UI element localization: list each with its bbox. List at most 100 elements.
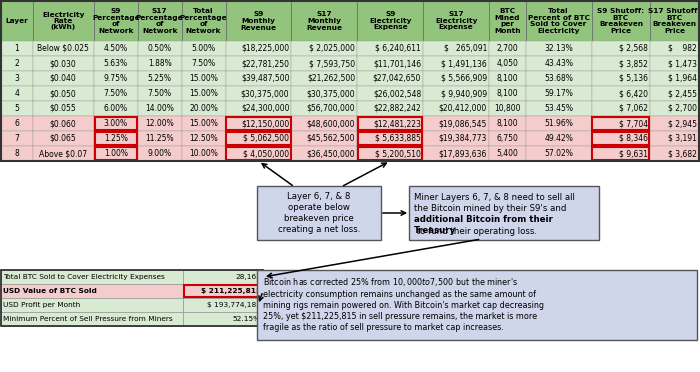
Bar	[357, 1, 424, 41]
Bar	[424, 86, 489, 101]
Bar	[1, 41, 33, 56]
Text: $11,701,146: $11,701,146	[373, 59, 421, 68]
Bar	[181, 146, 225, 161]
Text: $12,481,223: $12,481,223	[373, 119, 421, 128]
Text: 14.00%: 14.00%	[145, 104, 174, 113]
Text: $ 211,225,815: $ 211,225,815	[201, 288, 261, 294]
Bar	[650, 86, 699, 101]
Text: S9
Monthly
Revenue: S9 Monthly Revenue	[241, 12, 276, 31]
Bar	[489, 41, 526, 56]
Bar	[94, 41, 138, 56]
Bar	[225, 131, 291, 146]
Bar	[94, 116, 138, 131]
Bar	[183, 284, 263, 298]
Bar	[489, 146, 526, 161]
Bar	[33, 1, 94, 41]
Text: Layer: Layer	[6, 18, 28, 24]
Bar	[424, 71, 489, 86]
Text: $24,300,000: $24,300,000	[241, 104, 289, 113]
Bar	[357, 71, 424, 86]
FancyBboxPatch shape	[409, 186, 599, 240]
Text: $19,086,545: $19,086,545	[439, 119, 487, 128]
Text: $0.060: $0.060	[50, 119, 76, 128]
Bar	[526, 56, 592, 71]
Bar	[357, 131, 424, 146]
Bar	[424, 146, 489, 161]
Bar	[291, 86, 357, 101]
Bar	[489, 131, 526, 146]
Bar	[592, 101, 650, 116]
Bar	[94, 86, 138, 101]
Bar	[357, 41, 424, 56]
Bar	[181, 1, 225, 41]
Bar	[138, 1, 181, 41]
Bar	[225, 146, 291, 161]
Bar	[138, 41, 181, 56]
Text: S17
Monthly
Revenue: S17 Monthly Revenue	[307, 12, 342, 31]
Bar	[226, 132, 290, 145]
Text: $    982: $ 982	[668, 44, 697, 53]
Bar	[181, 101, 225, 116]
Bar	[424, 56, 489, 71]
Text: $0.030: $0.030	[50, 59, 76, 68]
Bar	[357, 101, 424, 116]
Text: 3: 3	[15, 74, 20, 83]
Text: S9 Shutoff:
BTC
Breakeven
Price: S9 Shutoff: BTC Breakeven Price	[597, 8, 645, 34]
Text: 1.88%: 1.88%	[148, 59, 172, 68]
Text: 10.00%: 10.00%	[189, 149, 218, 158]
FancyBboxPatch shape	[257, 270, 697, 340]
Bar	[225, 71, 291, 86]
Text: $22,882,242: $22,882,242	[374, 104, 421, 113]
Bar	[358, 117, 422, 130]
Text: Miner Layers 6, 7, & 8 need to sell all
the Bitcoin mined by their S9's and: Miner Layers 6, 7, & 8 need to sell all …	[414, 193, 575, 213]
Bar	[94, 56, 138, 71]
Text: Total
Percentage
of
Network: Total Percentage of Network	[180, 8, 228, 34]
Bar	[489, 86, 526, 101]
Bar	[225, 86, 291, 101]
Bar	[138, 86, 181, 101]
Text: to fund their operating loss.: to fund their operating loss.	[414, 227, 537, 236]
Bar	[94, 131, 138, 146]
Bar	[94, 101, 138, 116]
Text: $ 1,964: $ 1,964	[668, 74, 697, 83]
Text: $ 5,566,909: $ 5,566,909	[441, 74, 487, 83]
Bar	[1, 71, 33, 86]
Text: 11.25%: 11.25%	[146, 134, 174, 143]
Text: $48,600,000: $48,600,000	[307, 119, 356, 128]
Text: 5.63%: 5.63%	[104, 59, 128, 68]
Text: $17,893,636: $17,893,636	[439, 149, 487, 158]
Text: $ 8,346: $ 8,346	[620, 134, 648, 143]
Text: 32.13%: 32.13%	[545, 44, 573, 53]
Bar	[94, 1, 138, 41]
Text: 2: 2	[15, 59, 19, 68]
Text: 5,400: 5,400	[496, 149, 519, 158]
Bar	[592, 56, 650, 71]
Bar	[33, 101, 94, 116]
Bar	[138, 101, 181, 116]
Text: 53.68%: 53.68%	[544, 74, 573, 83]
Bar	[1, 56, 33, 71]
Text: $ 2,945: $ 2,945	[668, 119, 697, 128]
Bar	[1, 284, 183, 298]
Text: Layer 6, 7, & 8
operate below
breakeven price
creating a net loss.: Layer 6, 7, & 8 operate below breakeven …	[278, 192, 360, 234]
Bar	[94, 71, 138, 86]
Text: additional Bitcoin from their
Treasury: additional Bitcoin from their Treasury	[414, 215, 553, 235]
Text: 5: 5	[15, 104, 20, 113]
Text: 7.50%: 7.50%	[104, 89, 128, 98]
Bar	[650, 116, 699, 131]
Text: $ 7,593,750: $ 7,593,750	[309, 59, 356, 68]
Bar	[183, 270, 263, 284]
Text: S17 Shutoff:
BTC
Breakeven
Price: S17 Shutoff: BTC Breakeven Price	[648, 8, 700, 34]
Bar	[225, 41, 291, 56]
Bar	[33, 56, 94, 71]
Bar	[526, 41, 592, 56]
Text: $ 2,455: $ 2,455	[668, 89, 697, 98]
Text: 6.00%: 6.00%	[104, 104, 128, 113]
Text: 4: 4	[15, 89, 20, 98]
Bar	[181, 131, 225, 146]
Bar	[181, 116, 225, 131]
Bar	[183, 298, 263, 312]
Bar	[357, 116, 424, 131]
Bar	[291, 101, 357, 116]
Text: $ 2,025,000: $ 2,025,000	[309, 44, 356, 53]
